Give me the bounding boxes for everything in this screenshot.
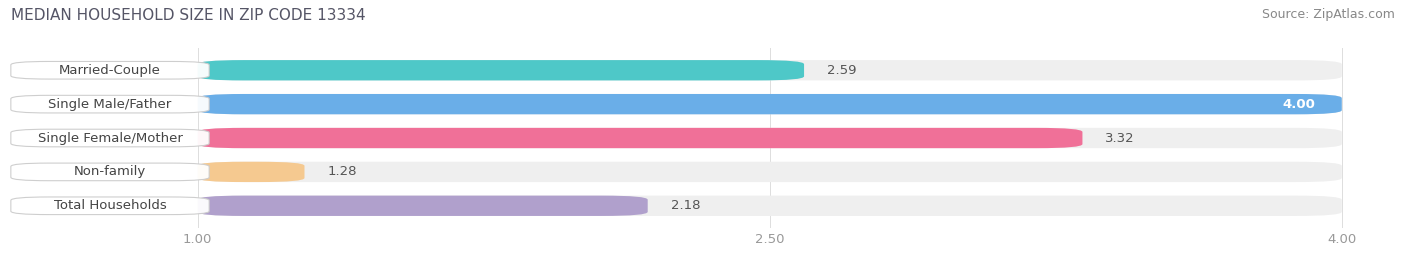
FancyBboxPatch shape bbox=[198, 162, 1341, 182]
Text: Single Female/Mother: Single Female/Mother bbox=[38, 132, 183, 144]
FancyBboxPatch shape bbox=[198, 128, 1083, 148]
Text: 3.32: 3.32 bbox=[1105, 132, 1135, 144]
Text: Source: ZipAtlas.com: Source: ZipAtlas.com bbox=[1261, 8, 1395, 21]
Text: 4.00: 4.00 bbox=[1282, 98, 1315, 111]
FancyBboxPatch shape bbox=[198, 60, 804, 80]
Text: Married-Couple: Married-Couple bbox=[59, 64, 160, 77]
Text: MEDIAN HOUSEHOLD SIZE IN ZIP CODE 13334: MEDIAN HOUSEHOLD SIZE IN ZIP CODE 13334 bbox=[11, 8, 366, 23]
FancyBboxPatch shape bbox=[11, 163, 209, 181]
Text: 2.59: 2.59 bbox=[827, 64, 856, 77]
Text: Non-family: Non-family bbox=[75, 165, 146, 178]
FancyBboxPatch shape bbox=[11, 129, 209, 147]
Text: Total Households: Total Households bbox=[53, 199, 166, 212]
FancyBboxPatch shape bbox=[198, 60, 1341, 80]
FancyBboxPatch shape bbox=[198, 162, 305, 182]
Text: Single Male/Father: Single Male/Father bbox=[48, 98, 172, 111]
FancyBboxPatch shape bbox=[11, 197, 209, 215]
FancyBboxPatch shape bbox=[198, 196, 648, 216]
FancyBboxPatch shape bbox=[198, 196, 1341, 216]
FancyBboxPatch shape bbox=[11, 61, 209, 79]
FancyBboxPatch shape bbox=[198, 94, 1341, 114]
FancyBboxPatch shape bbox=[11, 95, 209, 113]
Text: 1.28: 1.28 bbox=[328, 165, 357, 178]
FancyBboxPatch shape bbox=[198, 94, 1341, 114]
Text: 2.18: 2.18 bbox=[671, 199, 700, 212]
FancyBboxPatch shape bbox=[198, 128, 1341, 148]
